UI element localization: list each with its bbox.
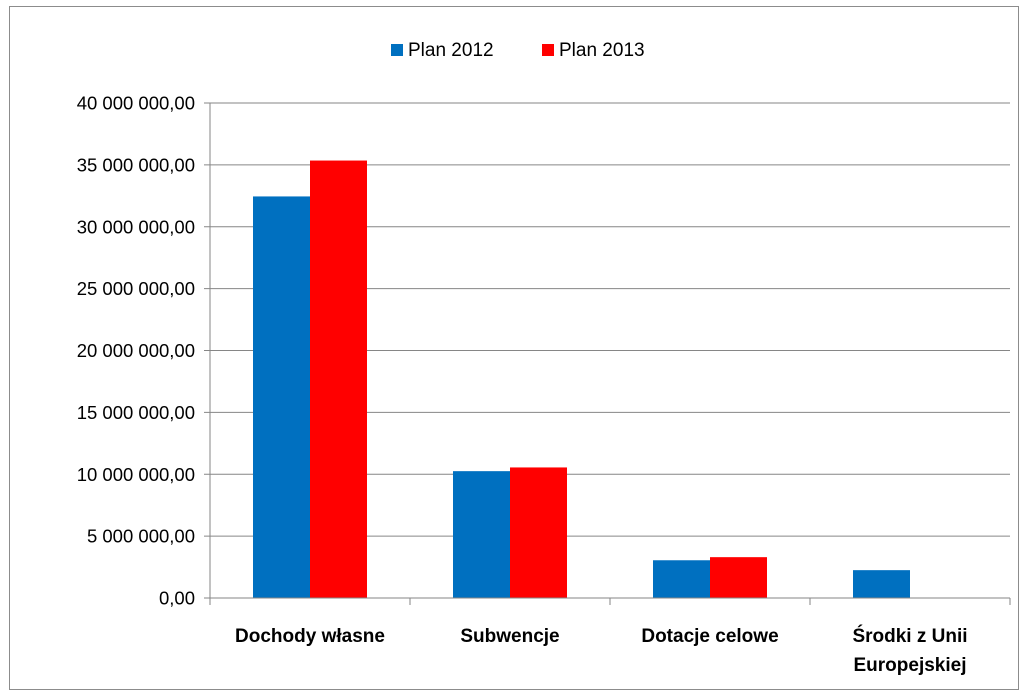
y-tick-label: 10 000 000,00	[77, 464, 195, 485]
bar	[253, 196, 310, 598]
bar	[310, 160, 367, 598]
category-label: Subwencje	[460, 626, 559, 647]
bar	[853, 570, 910, 598]
y-tick-label: 20 000 000,00	[77, 340, 195, 361]
y-tick-labels: 0,00 5 000 000,00 10 000 000,00 15 000 000,…	[77, 93, 195, 609]
legend-label: Plan 2012	[408, 40, 494, 61]
bar	[510, 467, 567, 598]
bars	[253, 160, 910, 598]
y-tick-label: 15 000 000,00	[77, 402, 195, 423]
category-label: Dochody własne	[235, 626, 385, 647]
y-tick-label: 0,00	[159, 588, 195, 609]
y-tick-label: 30 000 000,00	[77, 216, 195, 237]
y-tick-label: 40 000 000,00	[77, 93, 195, 114]
bar	[453, 471, 510, 598]
category-labels: Dochody własne Subwencje Dotacje celowe Śro…	[235, 625, 968, 676]
category-label: Środki z Unii	[852, 625, 967, 647]
category-label: Dotacje celowe	[641, 626, 778, 647]
legend-label: Plan 2013	[559, 40, 645, 61]
legend: Plan 2012 Plan 2013	[391, 40, 645, 61]
y-tick-label: 5 000 000,00	[87, 526, 195, 547]
bar	[710, 557, 767, 598]
legend-swatch	[542, 44, 554, 56]
y-tick-label: 35 000 000,00	[77, 154, 195, 175]
legend-swatch	[391, 44, 403, 56]
bar	[653, 560, 710, 598]
axes	[204, 102, 1011, 605]
y-tick-label: 25 000 000,00	[77, 278, 195, 299]
category-label: Europejskiej	[854, 655, 967, 676]
